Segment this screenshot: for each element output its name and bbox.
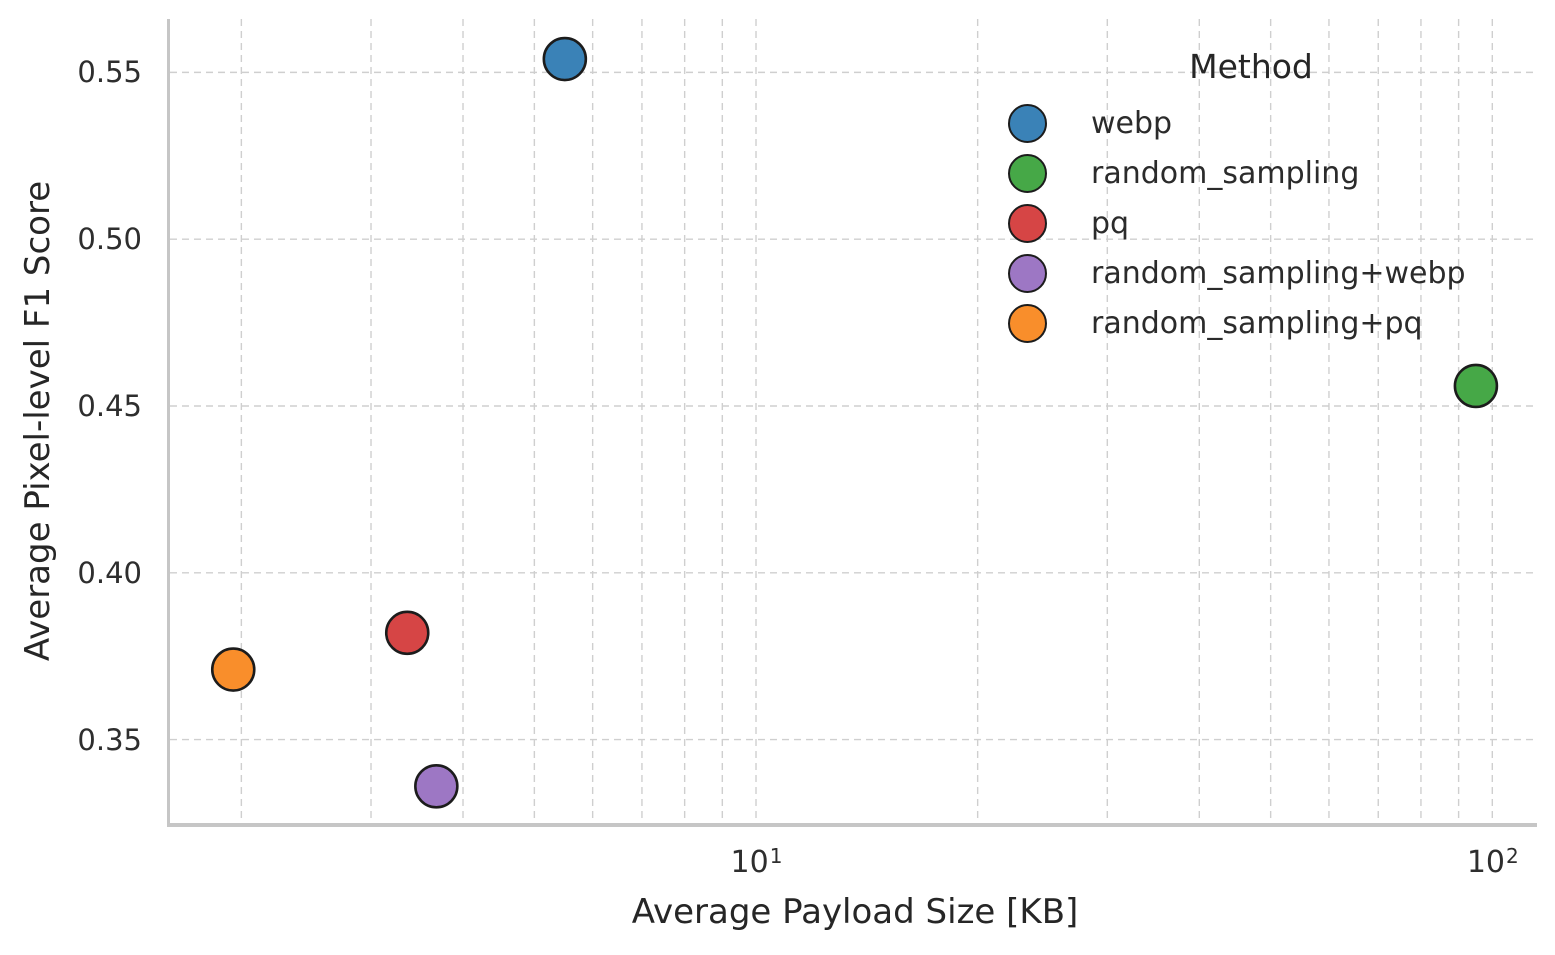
legend-marker-icon (1008, 203, 1047, 243)
legend-marker-icon (1008, 103, 1047, 143)
plot-canvas (170, 19, 1537, 823)
y-tick-label: 0.35 (77, 722, 142, 757)
y-tick-label: 0.50 (77, 222, 142, 257)
legend-item-label: webp (1091, 105, 1173, 141)
data-points (210, 36, 1499, 809)
y-tick-label: 0.40 (77, 555, 142, 590)
data-point-random_sampling+pq (210, 647, 256, 692)
x-tick-label: 101 (730, 844, 783, 880)
legend-item-webp: webp (1008, 98, 1496, 148)
data-point-random_sampling (1453, 363, 1499, 409)
legend-item-pq: pq (1008, 198, 1496, 248)
legend-title: Method (1189, 47, 1313, 86)
legend-marker-icon (1008, 153, 1047, 193)
legend-item-label: random_sampling+webp (1091, 255, 1466, 291)
x-axis-label: Average Payload Size [KB] (631, 892, 1079, 932)
legend-marker-icon (1008, 253, 1047, 293)
legend-item-random_sampling+webp: random_sampling+webp (1008, 248, 1496, 298)
data-point-pq (384, 610, 430, 656)
data-point-random_sampling+webp (414, 764, 459, 809)
y-axis-label: Average Pixel-level F1 Score (18, 180, 58, 662)
legend-item-random_sampling+pq: random_sampling+pq (1008, 298, 1496, 348)
legend-item-label: pq (1091, 205, 1130, 241)
y-tick-label: 0.55 (77, 55, 142, 90)
x-tick-label: 102 (1466, 844, 1519, 880)
legend-item-label: random_sampling+pq (1091, 305, 1423, 341)
plot-area (167, 19, 1537, 827)
gridlines (170, 19, 1537, 823)
y-tick-label: 0.45 (77, 388, 142, 423)
legend-item-label: random_sampling (1091, 155, 1360, 191)
legend-item-random_sampling: random_sampling (1008, 148, 1496, 198)
legend-marker-icon (1008, 303, 1047, 343)
data-point-webp (542, 36, 588, 82)
